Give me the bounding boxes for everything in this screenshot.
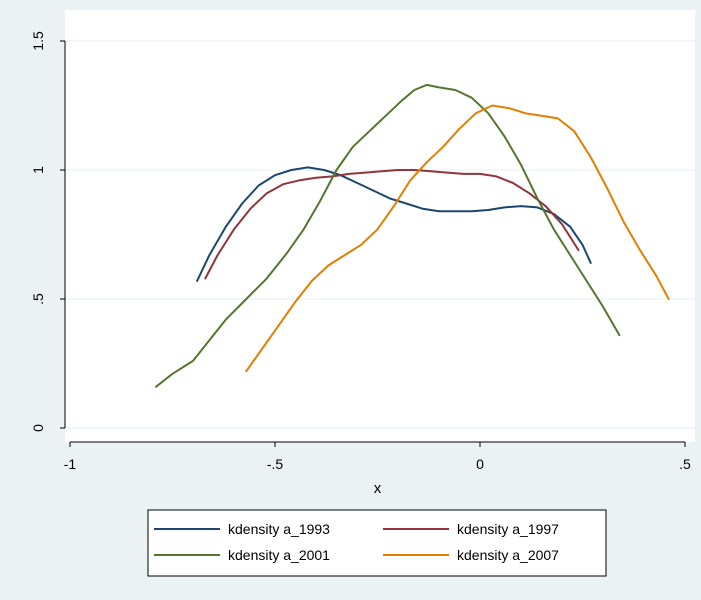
series-line-2 [155,83,621,388]
legend-label-3: kdensity a_2007 [457,547,559,563]
legend-label-1: kdensity a_1997 [457,521,559,537]
series-line-3 [245,104,670,373]
x-tick-label-1: -.5 [267,456,284,472]
grid-lines [65,40,695,429]
y-tick-label-3: 1.5 [30,31,46,51]
y-tick-label-1: .5 [30,293,46,305]
series-line-1 [204,169,580,280]
legend-label-2: kdensity a_2001 [228,547,330,563]
y-tick-label-0: 0 [30,424,46,432]
legend-label-0: kdensity a_1993 [228,521,330,537]
x-axis-title: x [374,480,382,497]
legend-box [147,509,607,577]
axes: 0 .5 1 1.5 -1 -.5 0 .5 [30,31,691,472]
x-tick-label-2: 0 [476,456,484,472]
series-lines [155,83,670,388]
legend: kdensity a_1993 kdensity a_1997 kdensity a… [147,509,607,577]
y-tick-label-2: 1 [30,166,46,174]
x-tick-label-0: -1 [64,456,77,472]
x-tick-label-3: .5 [679,456,691,472]
